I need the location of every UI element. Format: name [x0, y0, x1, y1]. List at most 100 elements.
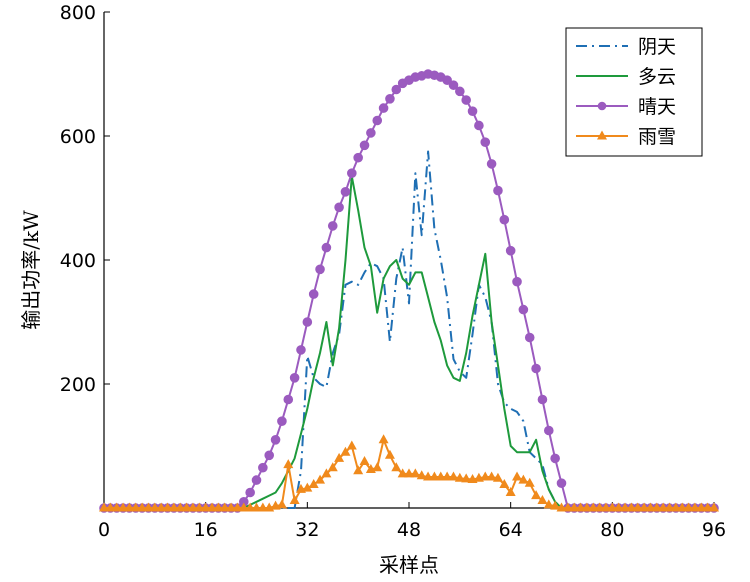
data-point: [512, 471, 523, 481]
data-point: [594, 502, 605, 512]
data-point: [702, 502, 713, 512]
legend-item: 多云: [576, 66, 676, 88]
x-tick-label: 48: [397, 519, 421, 541]
x-tick-label: 0: [98, 519, 110, 541]
data-point: [353, 152, 363, 163]
data-point: [531, 363, 541, 374]
legend-marker: [597, 101, 607, 111]
data-point: [423, 471, 434, 481]
data-point: [581, 502, 592, 512]
data-point: [467, 106, 478, 116]
data-point: [327, 462, 338, 472]
legend-item: 阴天: [576, 36, 676, 58]
data-point: [696, 502, 707, 512]
data-point: [289, 495, 300, 505]
series-4: [99, 434, 719, 512]
data-point: [455, 86, 465, 97]
data-point: [480, 471, 491, 481]
data-point: [346, 440, 357, 450]
data-point: [308, 289, 319, 299]
data-point: [543, 425, 554, 436]
data-point: [645, 502, 656, 512]
data-point: [404, 468, 414, 478]
data-point: [187, 502, 198, 512]
series-2: [104, 175, 714, 509]
data-point: [219, 502, 230, 512]
data-point: [251, 475, 262, 485]
data-point: [143, 502, 154, 512]
data-point: [321, 468, 332, 478]
data-point: [442, 75, 452, 85]
legend-item: 雨雪: [576, 126, 676, 148]
legend-label: 多云: [638, 66, 676, 88]
data-point: [474, 120, 484, 131]
data-point: [556, 478, 567, 489]
data-point: [308, 478, 319, 488]
data-point: [118, 502, 129, 512]
data-point: [486, 471, 497, 481]
x-tick-label: 64: [499, 519, 523, 541]
data-point: [372, 115, 383, 126]
data-point: [137, 502, 148, 512]
data-point: [245, 487, 255, 498]
data-point: [709, 502, 719, 512]
data-point: [505, 487, 516, 496]
data-point: [283, 394, 294, 405]
data-point: [562, 502, 573, 512]
data-point: [435, 471, 446, 481]
data-point: [448, 80, 459, 90]
data-point: [315, 264, 325, 275]
data-point: [258, 462, 268, 473]
data-point: [613, 502, 624, 512]
data-point: [461, 95, 471, 105]
data-point: [543, 499, 554, 509]
data-point: [448, 471, 459, 481]
data-point: [378, 103, 389, 113]
data-point: [334, 202, 344, 213]
data-point: [569, 502, 580, 512]
y-tick-label: 200: [60, 374, 96, 396]
data-point: [175, 502, 186, 512]
data-point: [391, 84, 402, 95]
legend-label: 阴天: [638, 36, 676, 58]
data-point: [391, 462, 402, 472]
data-point: [353, 465, 364, 475]
legend-box: [565, 27, 703, 157]
data-point: [689, 502, 700, 512]
y-tick-label: 800: [60, 2, 96, 24]
data-point: [296, 345, 306, 355]
data-point: [168, 502, 179, 512]
data-point: [550, 453, 560, 464]
data-point: [632, 502, 643, 512]
data-point: [461, 473, 472, 483]
legend-item: 晴天: [576, 96, 676, 118]
data-point: [99, 502, 109, 512]
data-point: [277, 416, 287, 427]
data-point: [321, 242, 332, 253]
data-point: [156, 502, 167, 512]
data-point: [607, 502, 618, 512]
data-point: [626, 502, 637, 512]
data-point: [518, 474, 529, 484]
data-point: [550, 500, 561, 510]
data-point: [499, 214, 510, 225]
data-point: [359, 456, 370, 465]
data-point: [524, 477, 535, 487]
data-point: [200, 502, 211, 512]
data-point: [194, 502, 205, 512]
data-point: [366, 128, 376, 138]
data-point: [486, 159, 497, 169]
data-point: [289, 373, 300, 383]
data-point: [226, 502, 237, 512]
y-tick-label: 400: [60, 250, 96, 272]
legend-label: 晴天: [638, 96, 676, 118]
data-point: [378, 434, 389, 444]
series-layer: [99, 69, 719, 513]
data-point: [524, 332, 535, 343]
data-point: [207, 502, 218, 512]
data-point: [124, 502, 135, 512]
data-point: [238, 502, 249, 512]
x-tick-label: 16: [194, 519, 218, 541]
